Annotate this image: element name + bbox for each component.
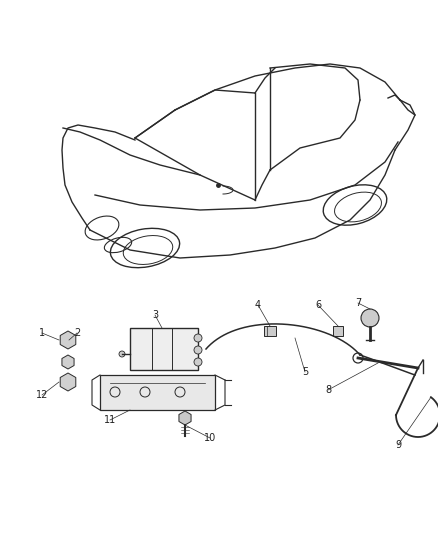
Text: 2: 2 [74,328,80,338]
Circle shape [119,351,125,357]
Text: 11: 11 [104,415,116,425]
Text: 3: 3 [152,310,158,320]
Circle shape [194,334,202,342]
Text: 7: 7 [355,298,361,308]
Circle shape [361,309,379,327]
FancyBboxPatch shape [130,328,198,370]
Circle shape [194,358,202,366]
Ellipse shape [335,192,381,222]
Text: 8: 8 [325,385,331,395]
Text: 9: 9 [395,440,401,450]
Polygon shape [60,373,76,391]
FancyBboxPatch shape [100,375,215,410]
Polygon shape [62,355,74,369]
Polygon shape [179,411,191,425]
Text: 4: 4 [255,300,261,310]
Text: 10: 10 [204,433,216,443]
FancyBboxPatch shape [333,326,343,336]
Text: 1: 1 [39,328,45,338]
Text: 5: 5 [302,367,308,377]
Ellipse shape [123,236,173,264]
Circle shape [194,346,202,354]
FancyBboxPatch shape [264,326,276,336]
Polygon shape [60,331,76,349]
Text: 12: 12 [36,390,48,400]
Text: 6: 6 [315,300,321,310]
